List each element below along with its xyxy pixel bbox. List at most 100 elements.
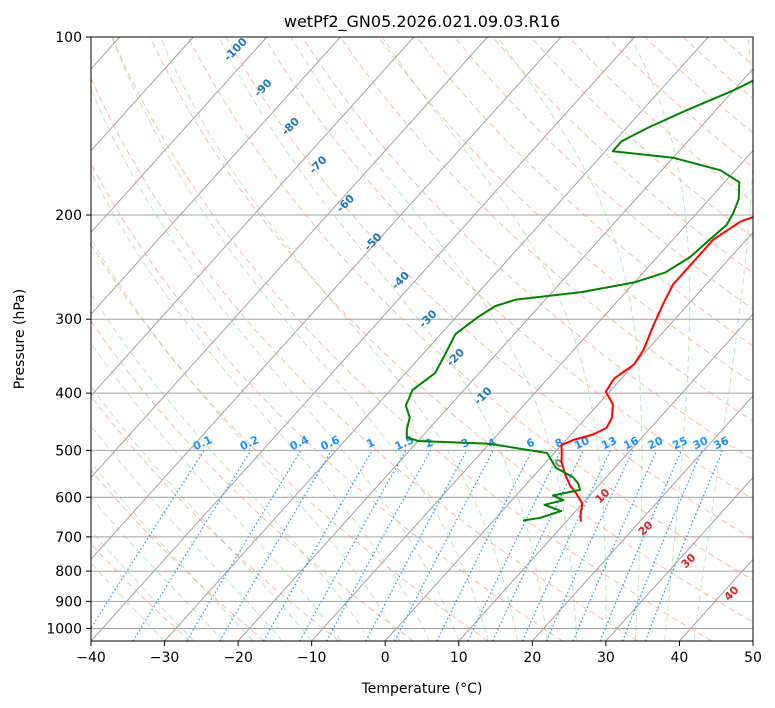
mixing-ratio-label: 1: [364, 436, 376, 451]
moist-adiabat-line: [91, 171, 430, 641]
dry-adiabat-line: [91, 395, 340, 641]
x-tick-label: 20: [523, 650, 541, 666]
x-tick-label: −30: [150, 650, 180, 666]
dry-adiabat-label: -90: [251, 76, 274, 99]
isotherm-line: [311, 149, 753, 641]
chart-title: wetPf2_GN05.2026.021.09.03.R16: [284, 12, 560, 32]
dry-adiabat-line: [91, 243, 489, 641]
mixing-ratio-line: [326, 450, 432, 641]
mixing-ratio-line: [467, 450, 562, 641]
mixing-ratio-line: [186, 450, 302, 641]
dry-adiabat-label: -30: [416, 307, 439, 330]
mixing-ratio-line: [299, 450, 407, 641]
y-tick-label: 100: [55, 30, 82, 46]
y-tick-label: 500: [55, 443, 82, 459]
moist-adiabat-label: 40: [722, 583, 742, 603]
moist-adiabat-line: [91, 237, 401, 641]
dry-adiabat-line: [568, 37, 753, 203]
isotherm-line: [237, 68, 753, 641]
isotherm-line: [91, 37, 562, 560]
isotherm-line: [679, 558, 753, 641]
dry-adiabat-line: [530, 37, 753, 238]
isotherm-line: [91, 37, 268, 234]
y-tick-label: 800: [55, 564, 82, 580]
mixing-ratio-label: 2: [423, 436, 435, 451]
moist-adiabat-line: [159, 37, 519, 641]
dry-adiabat-label: -100: [221, 35, 250, 64]
isotherm-line: [91, 37, 194, 152]
temperature-series: [560, 215, 753, 522]
plot-frame: [90, 36, 754, 642]
y-tick-label: 400: [55, 386, 82, 402]
y-tick-label: 200: [55, 208, 82, 224]
x-tick-label: 30: [597, 650, 615, 666]
moist-adiabat-line: [693, 37, 753, 641]
moist-adiabat-line: [381, 37, 607, 641]
dewpoint-series: [404, 79, 753, 522]
moist-adiabat-line: [91, 461, 254, 641]
dry-adiabat-line: [91, 542, 191, 641]
dry-adiabat-line: [644, 37, 753, 134]
dry-adiabat-label: -60: [334, 192, 357, 215]
dry-adiabat-label: -40: [389, 269, 412, 292]
mixing-ratio-line: [546, 450, 634, 641]
dry-adiabat-label: -10: [471, 384, 494, 407]
moist-adiabat-line: [111, 37, 489, 641]
isotherm-line: [91, 37, 341, 315]
x-tick-label: 10: [450, 650, 468, 666]
isotherm-line: [605, 476, 753, 641]
moist-adiabat-label: 30: [679, 551, 699, 571]
isotherm-line: [458, 313, 753, 641]
x-axis-label: Temperature (°C): [361, 681, 483, 697]
mixing-ratio-line: [572, 450, 658, 641]
moist-adiabat-line: [218, 37, 548, 641]
y-tick-label: 900: [55, 594, 82, 610]
axis-ticks: −40 −30 −20 −10 0 10 20 30 40 5010020030040050060…: [46, 30, 762, 666]
mixing-ratio-label: 13: [599, 434, 618, 452]
profile-series: [404, 79, 753, 522]
moist-adiabat-line: [91, 87, 460, 641]
x-tick-label: 50: [744, 650, 762, 666]
mixing-ratio-label: 20: [646, 434, 666, 452]
moist-adiabat-line: [91, 293, 371, 641]
mixing-ratio-line: [436, 450, 533, 641]
mixing-ratio-line: [622, 450, 703, 641]
dry-adiabat-line: [454, 37, 753, 310]
x-tick-label: 0: [381, 650, 390, 666]
dry-adiabat-line: [111, 37, 713, 641]
dry-adiabat-line: [91, 162, 563, 641]
y-tick-label: 700: [55, 530, 82, 546]
x-tick-label: −10: [297, 650, 327, 666]
y-axis-label: Pressure (hPa): [12, 289, 28, 389]
dry-adiabat-line: [377, 37, 753, 384]
dry-adiabat-line: [91, 320, 414, 641]
moist-adiabat-line: [91, 385, 313, 641]
mixing-ratio-label: 30: [691, 434, 711, 452]
x-tick-label: 40: [671, 650, 689, 666]
isotherm-line: [531, 395, 753, 641]
x-tick-label: −20: [223, 650, 253, 666]
y-tick-label: 600: [55, 490, 82, 506]
dry-adiabat-line: [492, 37, 753, 274]
isotherm-line: [384, 231, 753, 641]
dry-adiabat-label: -70: [306, 153, 329, 176]
mixing-ratio-line: [492, 450, 584, 641]
isotherm-line: [91, 37, 635, 641]
dry-adiabat-line: [91, 469, 265, 641]
moist-adiabat-line: [630, 37, 691, 641]
dry-adiabat-line: [720, 37, 753, 66]
mixing-ratio-line: [91, 450, 205, 630]
dry-adiabat-line: [682, 37, 753, 100]
mixing-ratio-lines: [91, 450, 724, 641]
moist-adiabat-line: [91, 342, 342, 641]
dry-adiabat-line: [225, 37, 753, 540]
isotherm-line: [91, 37, 415, 397]
moist-adiabat-line: [496, 37, 643, 641]
mixing-ratio-line: [132, 450, 252, 641]
background-lines: [91, 37, 753, 641]
dry-adiabat-line: [416, 37, 753, 347]
mixing-ratio-label: 36: [712, 434, 732, 452]
mixing-ratio-line: [262, 450, 373, 641]
mixing-ratio-label: 25: [670, 434, 689, 452]
